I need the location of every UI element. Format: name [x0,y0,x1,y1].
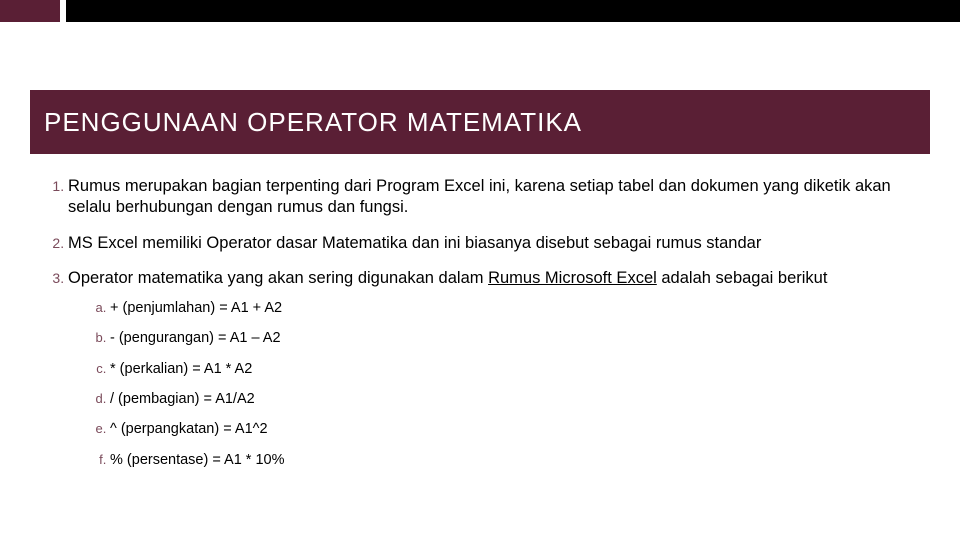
sub-item-f: % (persentase) = A1 * 10% [110,452,920,469]
point-2: MS Excel memiliki Operator dasar Matemat… [68,233,920,254]
sub-item-e: ^ (perpangkatan) = A1^2 [110,421,920,438]
rumus-excel-link[interactable]: Rumus Microsoft Excel [488,269,657,287]
sub-item-c: * (perkalian) = A1 * A2 [110,361,920,378]
slide: PENGGUNAAN OPERATOR MATEMATIKA Rumus mer… [0,0,960,540]
top-accent-bar [0,0,960,22]
content-area: Rumus merupakan bagian terpenting dari P… [40,176,920,483]
main-list: Rumus merupakan bagian terpenting dari P… [40,176,920,469]
sub-item-d: / (pembagian) = A1/A2 [110,391,920,408]
sub-item-a: + (penjumlahan) = A1 + A2 [110,300,920,317]
slide-title: PENGGUNAAN OPERATOR MATEMATIKA [44,107,582,138]
point-1: Rumus merupakan bagian terpenting dari P… [68,176,920,219]
point-3-suffix: adalah sebagai berikut [657,269,828,287]
point-3-prefix: Operator matematika yang akan sering dig… [68,269,488,287]
accent-black-block [66,0,960,22]
title-bar: PENGGUNAAN OPERATOR MATEMATIKA [30,90,930,154]
accent-maroon-block [0,0,60,22]
operator-sublist: + (penjumlahan) = A1 + A2 - (pengurangan… [68,300,920,469]
sub-item-b: - (pengurangan) = A1 – A2 [110,330,920,347]
point-3: Operator matematika yang akan sering dig… [68,268,920,469]
